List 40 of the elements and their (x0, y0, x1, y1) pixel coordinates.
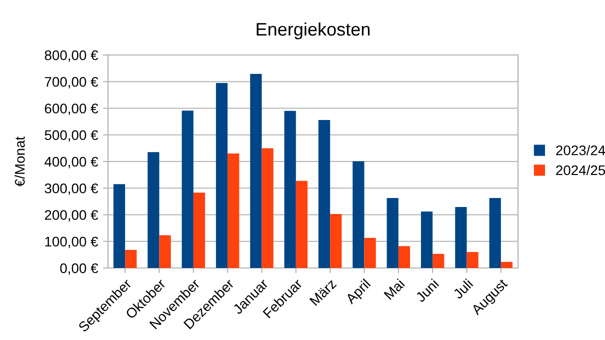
bar (296, 180, 308, 268)
bar (262, 148, 274, 268)
bar (386, 198, 398, 268)
bar (398, 246, 410, 268)
bar (125, 250, 137, 268)
bar (330, 214, 342, 268)
legend-label: 2024/25 (556, 164, 605, 176)
x-tick-label: Mai (383, 278, 405, 300)
y-tick-label: 500,00 € (44, 130, 98, 142)
y-axis-title: €/Monat (14, 136, 25, 186)
x-tick-label: Juni (414, 278, 440, 303)
y-tick-label: 400,00 € (44, 156, 98, 168)
bar (318, 120, 330, 268)
bar (284, 110, 296, 268)
bar (352, 161, 364, 268)
legend-label: 2023/24 (556, 145, 605, 156)
bar (432, 254, 444, 268)
y-tick-label: 700,00 € (44, 76, 98, 88)
y-tick-label: 800,00 € (44, 50, 98, 62)
bar (500, 262, 513, 268)
bar (420, 212, 433, 268)
bar (182, 110, 194, 268)
y-tick-label: 300,00 € (44, 183, 98, 195)
bar (250, 74, 262, 268)
bar (159, 235, 171, 268)
y-tick-label: 200,00 € (44, 210, 98, 222)
bar (466, 252, 478, 268)
chart-title: Energiekosten (256, 22, 370, 40)
bar (489, 198, 501, 268)
bar (113, 184, 126, 268)
y-tick-label: 100,00 € (45, 236, 98, 248)
bar (216, 82, 228, 268)
bar (193, 192, 206, 268)
x-tick-label: Juli (452, 278, 474, 300)
y-tick-label: 0,00 € (60, 263, 98, 275)
bar (228, 154, 240, 268)
bar (364, 238, 376, 268)
bar (455, 207, 467, 268)
y-tick-label: 600,00 € (44, 104, 98, 116)
bar (148, 152, 160, 268)
